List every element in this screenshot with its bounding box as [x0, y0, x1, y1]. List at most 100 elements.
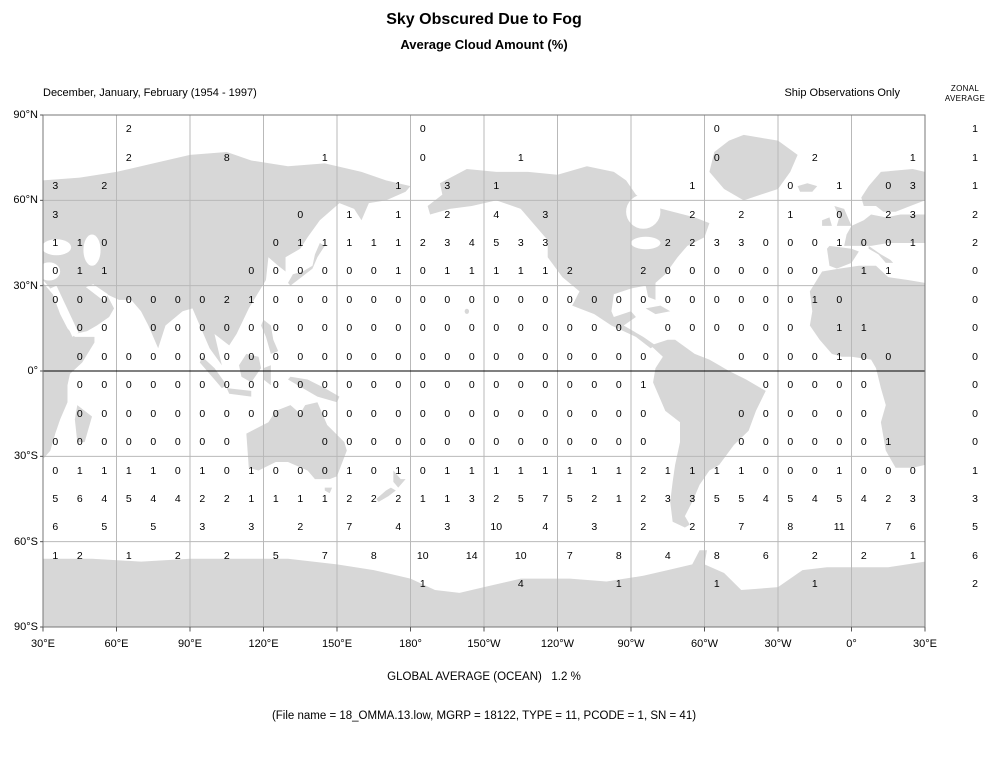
grid-value: 0 — [150, 379, 157, 392]
grid-value: 0 — [248, 407, 255, 420]
grid-value: 0 — [395, 293, 402, 306]
grid-value: 0 — [419, 407, 426, 420]
file-info-label: (File name = 18_OMMA.13.low, MGRP = 1812… — [271, 710, 697, 722]
grid-value: 0 — [787, 293, 794, 306]
lat-tick-label: 0° — [27, 365, 38, 377]
grid-value: 0 — [444, 350, 451, 363]
grid-value: 0 — [321, 350, 328, 363]
grid-value: 7 — [738, 521, 745, 534]
grid-value: 8 — [713, 549, 720, 562]
grid-value: 0 — [199, 436, 206, 449]
grid-value: 0 — [615, 407, 622, 420]
grid-value: 0 — [762, 436, 769, 449]
grid-value: 0 — [738, 350, 745, 363]
grid-value: 1 — [517, 151, 524, 164]
grid-value: 1 — [321, 493, 328, 505]
grid-value: 2 — [223, 549, 230, 562]
grid-value: 5 — [836, 493, 843, 505]
grid-value: 1 — [76, 237, 83, 249]
grid-value: 0 — [762, 293, 769, 306]
zonal-average-value: 2 — [972, 208, 978, 221]
grid-value: 1 — [664, 464, 671, 477]
grid-value: 0 — [199, 407, 206, 420]
grid-value: 0 — [738, 265, 745, 278]
grid-value: 1 — [836, 350, 843, 363]
grid-value: 0 — [321, 265, 328, 278]
grid-value: 1 — [395, 208, 402, 221]
grid-value: 0 — [297, 379, 304, 392]
zonal-average-value: 1 — [972, 123, 978, 136]
grid-value: 1 — [395, 237, 402, 249]
grid-value: 2 — [174, 549, 181, 562]
grid-value: 4 — [542, 521, 549, 534]
zonal-average-value: 0 — [972, 265, 978, 278]
grid-value: 0 — [125, 293, 132, 306]
grid-value: 1 — [101, 464, 108, 477]
grid-value: 5 — [125, 493, 132, 505]
grid-value: 0 — [713, 293, 720, 306]
grid-value: 1 — [444, 464, 451, 477]
grid-value: 0 — [321, 322, 328, 335]
grid-value: 0 — [787, 180, 794, 193]
grid-value: 0 — [346, 436, 353, 449]
grid-value: 0 — [787, 350, 794, 363]
zonal-average-value: 0 — [972, 350, 978, 363]
grid-value: 0 — [493, 322, 500, 335]
grid-value: 0 — [493, 350, 500, 363]
lon-tick-label: 90°W — [617, 638, 645, 650]
grid-value: 0 — [542, 350, 549, 363]
grid-value: 0 — [713, 265, 720, 278]
grid-value: 0 — [517, 322, 524, 335]
grid-value: 1 — [836, 322, 843, 335]
grid-value: 1 — [468, 265, 475, 278]
grid-value: 0 — [150, 322, 157, 335]
grid-value: 0 — [174, 407, 181, 420]
grid-value: 0 — [199, 293, 206, 306]
lat-tick-label: 30°S — [14, 450, 38, 463]
grid-value: 1 — [346, 464, 353, 477]
grid-value: 1 — [811, 578, 818, 591]
grid-value: 0 — [419, 350, 426, 363]
grid-value: 3 — [591, 521, 598, 534]
caspian-sea — [83, 234, 101, 266]
lon-tick-label: 120°W — [540, 638, 575, 650]
grid-value: 0 — [370, 464, 377, 477]
grid-value: 0 — [395, 379, 402, 392]
axis-ticks — [40, 115, 925, 632]
grid-value: 1 — [297, 493, 304, 505]
grid-value: 2 — [76, 549, 83, 562]
grid-value: 2 — [444, 208, 451, 221]
landmass-cuba — [645, 305, 671, 315]
grid-value: 0 — [395, 322, 402, 335]
lon-tick-label: 30°E — [31, 638, 55, 650]
grid-value: 0 — [762, 464, 769, 477]
grid-value: 0 — [321, 464, 328, 477]
grid-value: 2 — [493, 493, 500, 505]
grid-value: 0 — [346, 293, 353, 306]
grid-value: 0 — [468, 379, 475, 392]
grid-value: 0 — [199, 379, 206, 392]
grid-value: 2 — [346, 493, 353, 505]
grid-value: 0 — [150, 350, 157, 363]
grid-value: 0 — [640, 407, 647, 420]
grid-value: 0 — [885, 180, 892, 193]
grid-value: 0 — [297, 208, 304, 221]
landmass-hawaii — [464, 308, 470, 314]
grid-value: 0 — [885, 350, 892, 363]
grid-value: 1 — [836, 180, 843, 193]
grid-value: 3 — [542, 237, 549, 249]
grid-value: 2 — [591, 493, 598, 505]
grid-value: 0 — [223, 464, 230, 477]
grid-value: 1 — [248, 293, 255, 306]
grid-value: 0 — [689, 265, 696, 278]
grid-value: 0 — [125, 379, 132, 392]
landmass-iceland — [797, 183, 818, 192]
grid-value: 6 — [76, 493, 83, 505]
grid-value: 2 — [811, 549, 818, 562]
source-label: Ship Observations Only — [784, 87, 900, 99]
grid-value: 1 — [395, 180, 402, 193]
grid-value: 0 — [615, 436, 622, 449]
grid-value: 0 — [591, 350, 598, 363]
grid-value: 0 — [223, 436, 230, 449]
grid-value: 0 — [321, 407, 328, 420]
